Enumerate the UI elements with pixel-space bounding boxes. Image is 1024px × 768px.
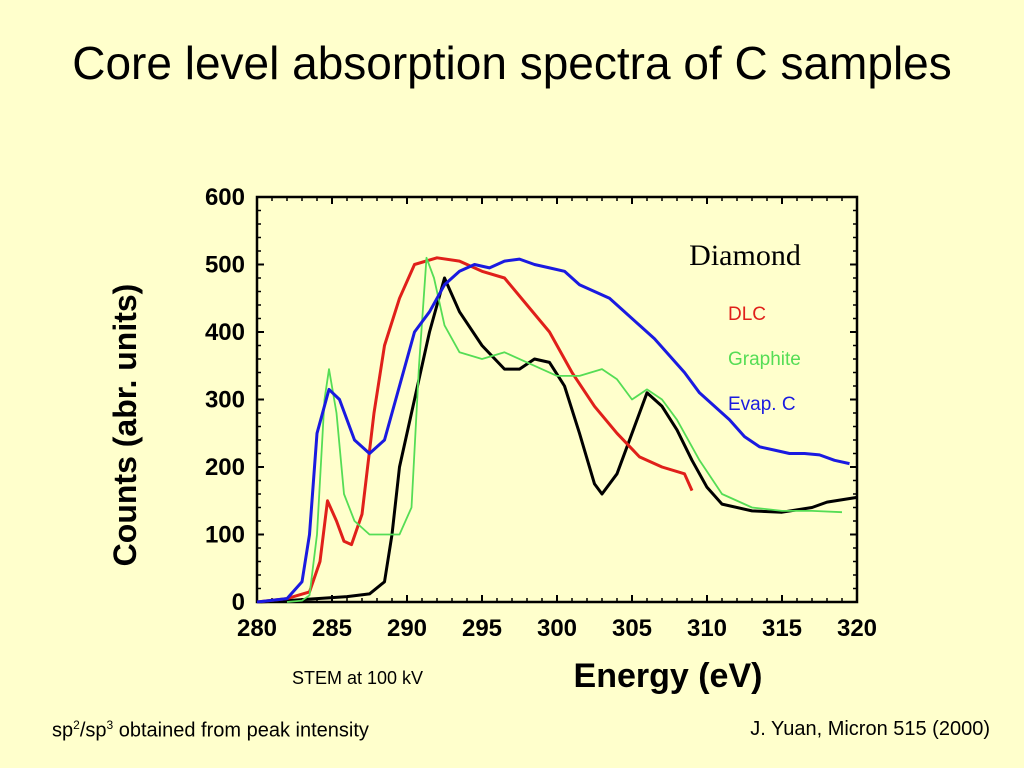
y-axis-title: Counts (abr. units) (107, 284, 143, 567)
footer-sp: sp (52, 719, 74, 742)
footer-sup-2: 2 (73, 718, 80, 732)
y-tick-label: 400 (205, 319, 245, 346)
chart-labels: 280 285 290 295 300 305 310 315 320 0 100 200 300 400… (107, 184, 877, 695)
slide-title: Core level absorption spectra of C sampl… (72, 37, 952, 89)
footer-rest: obtained from peak intensity (113, 719, 369, 742)
x-tick-label: 280 (237, 615, 277, 642)
y-tick-label: 200 (205, 454, 245, 481)
x-axis-title: Energy (eV) (574, 657, 763, 695)
x-tick-label: 310 (687, 615, 727, 642)
diamond-annotation: Diamond (689, 239, 801, 272)
x-tick-label: 320 (837, 615, 877, 642)
footer-sup-3: 3 (106, 718, 114, 732)
footer-note: sp2/sp3 obtained from peak intensity (52, 718, 369, 743)
y-tick-label: 600 (205, 184, 245, 211)
stem-note: STEM at 100 kV (292, 668, 424, 688)
legend-graphite: Graphite (728, 349, 801, 370)
x-tick-label: 300 (537, 615, 577, 642)
series-line-diamond (256, 276, 858, 604)
series-line-evap-c (256, 257, 850, 604)
legend-dlc: DLC (728, 304, 766, 325)
x-tick-label: 290 (387, 615, 427, 642)
legend-evap-c: Evap. C (728, 394, 796, 415)
footer-slash: /sp (79, 719, 107, 742)
x-tick-label: 285 (312, 615, 352, 642)
x-tick-label: 305 (612, 615, 652, 642)
x-tick-label: 295 (462, 615, 502, 642)
x-tick-label: 315 (762, 615, 802, 642)
series-line-graphite (286, 256, 843, 603)
chart-series (256, 256, 858, 604)
y-tick-label: 500 (205, 252, 245, 279)
citation: J. Yuan, Micron 515 (2000) (750, 718, 990, 740)
y-tick-label: 0 (232, 589, 245, 616)
y-tick-label: 300 (205, 387, 245, 414)
y-tick-label: 100 (205, 522, 245, 549)
